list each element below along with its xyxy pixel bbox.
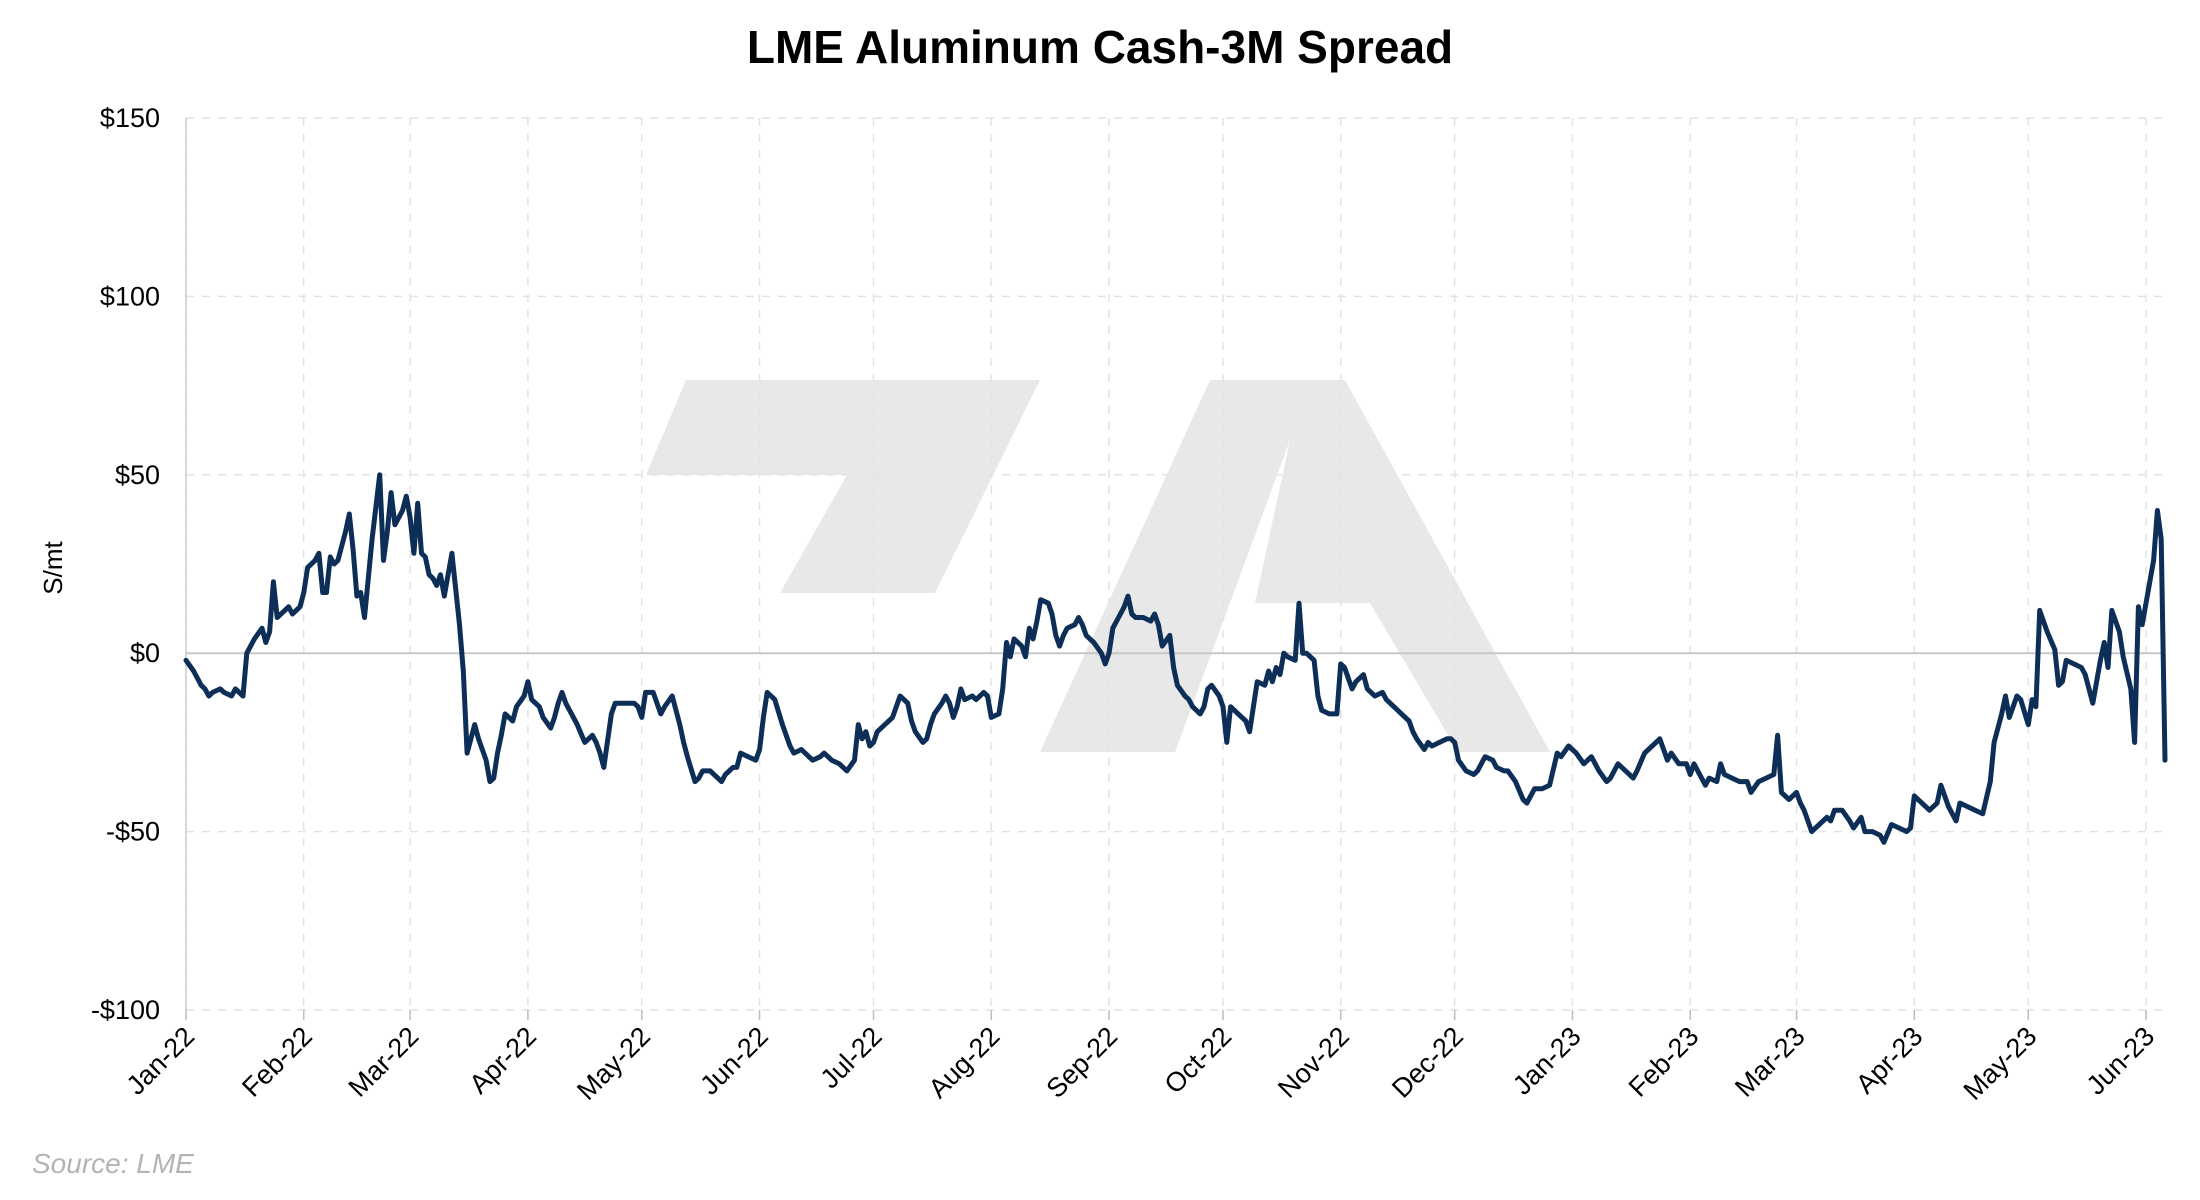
x-tick-label: Mar-23: [1729, 1021, 1811, 1103]
x-tick-label: Aug-22: [923, 1021, 1006, 1104]
y-tick-label: $0: [130, 638, 160, 668]
y-tick-label: $50: [115, 460, 160, 490]
x-tick-label: Apr-22: [464, 1021, 543, 1100]
x-tick-label: Jun-23: [2081, 1021, 2161, 1101]
chart-title: LME Aluminum Cash-3M Spread: [746, 21, 1454, 73]
watermark-logo: [646, 380, 1550, 752]
x-tick-label: Jul-22: [815, 1021, 888, 1094]
x-tick-label: Mar-22: [343, 1021, 425, 1103]
y-tick-label: $150: [100, 103, 160, 133]
x-tick-label: Sep-22: [1040, 1021, 1123, 1104]
x-tick-label: Feb-22: [236, 1021, 318, 1103]
y-axis-label: S/mt: [38, 541, 68, 595]
x-tick-label: May-22: [571, 1021, 656, 1106]
x-tick-label: Jan-22: [121, 1021, 201, 1101]
x-tick-label: Apr-23: [1850, 1021, 1929, 1100]
x-tick-label: Feb-23: [1623, 1021, 1705, 1103]
x-tick-label: Oct-22: [1159, 1021, 1238, 1100]
x-tick-label: Nov-22: [1272, 1021, 1355, 1104]
y-tick-label: -$50: [106, 817, 160, 847]
x-tick-label: May-23: [1958, 1021, 2043, 1106]
series-layer: [183, 472, 2168, 845]
x-tick-label: Jun-22: [694, 1021, 774, 1101]
source-note: Source: LME: [32, 1148, 194, 1179]
x-tick-label: Dec-22: [1386, 1021, 1469, 1104]
series-line: [183, 472, 2168, 845]
x-tick-label: Jan-23: [1507, 1021, 1587, 1101]
y-tick-label: $100: [100, 281, 160, 311]
y-tick-label: -$100: [91, 995, 160, 1025]
